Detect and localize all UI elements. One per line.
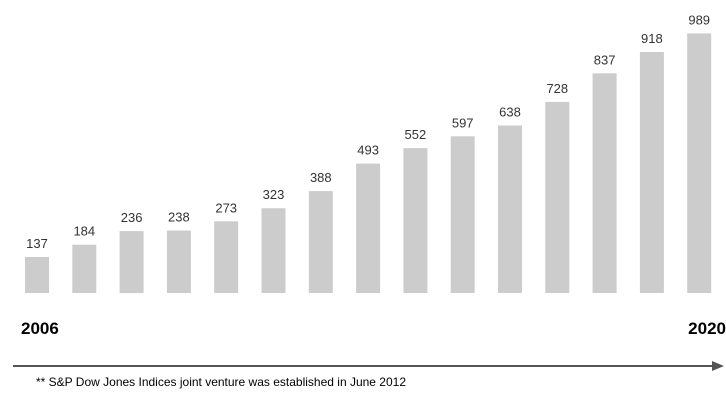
data-label-2019: 918 [641,31,663,46]
data-label-2016: 638 [499,105,521,120]
data-label-2012: 388 [310,170,332,185]
data-label-2018: 837 [594,52,616,67]
bar-2008 [119,231,144,294]
data-label-2011: 323 [263,187,285,202]
data-label-2020: 989 [688,12,710,27]
data-label-2007: 184 [73,224,95,239]
data-label-2009: 238 [168,210,190,225]
bar-2010 [214,221,239,293]
bar-2009 [166,230,191,293]
bar-2011 [261,208,286,293]
axis-end-label: 2020 [688,319,726,338]
bar-2020 [687,33,712,294]
bar-2015 [450,136,475,293]
data-label-2008: 236 [121,210,143,225]
data-label-2010: 273 [215,200,237,215]
bar-chart: 137 184 236 238 273 323 388 493 552 597 638 728 837 9… [25,12,712,294]
bar-2013 [356,163,381,293]
bar-2017 [545,101,570,294]
data-label-2013: 493 [357,143,379,158]
timeline-arrow [13,361,724,371]
bar-2012 [308,191,333,293]
axis-start-label: 2006 [21,319,59,338]
bar-2018 [592,73,617,293]
data-label-2017: 728 [546,81,568,96]
bar-2014 [403,148,428,293]
data-label-2015: 597 [452,115,474,130]
bar-2006 [25,257,49,293]
data-label-2014: 552 [405,127,427,142]
bar-2007 [72,244,97,293]
data-label-2006: 137 [26,236,48,251]
bar-2019 [639,52,664,293]
bar-2016 [498,125,522,293]
footnote: ** S&P Dow Jones Indices joint venture w… [36,375,407,389]
